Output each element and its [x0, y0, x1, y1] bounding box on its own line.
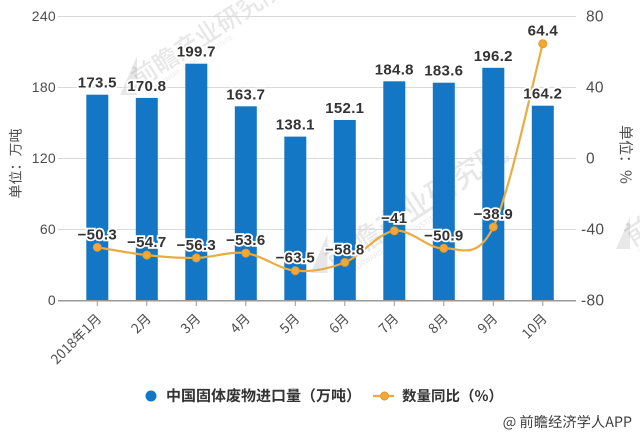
svg-text:0: 0	[586, 151, 595, 168]
svg-text:−56.3: −56.3	[177, 237, 216, 254]
svg-text:−63.5: −63.5	[276, 250, 315, 267]
svg-text:180: 180	[32, 79, 56, 95]
svg-text:196.2: 196.2	[474, 48, 513, 65]
svg-text:0: 0	[48, 292, 56, 308]
svg-text:−50.3: −50.3	[78, 226, 117, 243]
svg-text:-40: -40	[581, 222, 604, 239]
svg-text:-80: -80	[581, 293, 604, 310]
svg-text:240: 240	[32, 8, 56, 24]
svg-text:40: 40	[586, 80, 604, 97]
svg-text:64.4: 64.4	[528, 23, 559, 40]
svg-text:−53.6: −53.6	[226, 232, 265, 249]
svg-text:164.2: 164.2	[523, 86, 562, 103]
svg-text:−41: −41	[381, 210, 407, 227]
svg-text:173.5: 173.5	[78, 75, 117, 92]
svg-text:184.8: 184.8	[375, 61, 414, 78]
svg-text:138.1: 138.1	[276, 117, 315, 134]
svg-text:−58.8: −58.8	[325, 241, 364, 258]
svg-text:60: 60	[40, 221, 56, 237]
svg-text:120: 120	[32, 150, 56, 166]
svg-text:−50.9: −50.9	[424, 227, 463, 244]
svg-text:−54.7: −54.7	[127, 234, 166, 251]
svg-text:80: 80	[586, 9, 604, 26]
svg-text:199.7: 199.7	[177, 44, 216, 61]
svg-text:183.6: 183.6	[424, 63, 463, 80]
svg-text:−38.9: −38.9	[474, 206, 513, 223]
svg-text:152.1: 152.1	[325, 100, 364, 117]
svg-text:163.7: 163.7	[226, 86, 265, 103]
svg-text:170.8: 170.8	[127, 78, 166, 95]
